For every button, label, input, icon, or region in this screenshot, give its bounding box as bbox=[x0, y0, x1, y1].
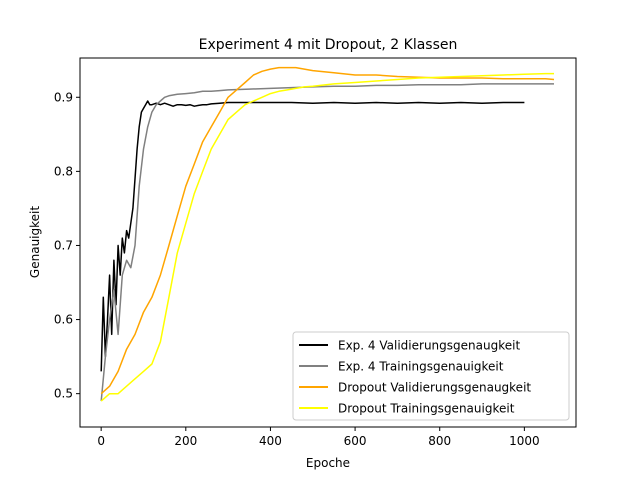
x-tick-label: 200 bbox=[174, 434, 197, 448]
x-tick-label: 600 bbox=[344, 434, 367, 448]
legend-label-2: Dropout Validierungsgenaugkeit bbox=[338, 381, 531, 395]
legend-label-1: Exp. 4 Trainingsgenauigkeit bbox=[338, 360, 504, 374]
chart-title: Experiment 4 mit Dropout, 2 Klassen bbox=[199, 37, 458, 53]
x-axis-ticks: 0 200 400 600 800 1000 bbox=[97, 427, 540, 448]
y-axis-ticks: 0.5 0.6 0.7 0.8 0.9 bbox=[54, 90, 80, 401]
y-tick-label: 0.5 bbox=[54, 387, 73, 401]
legend-box bbox=[292, 331, 570, 421]
series-layer bbox=[100, 66, 555, 402]
y-axis-label: Genauigkeit bbox=[28, 206, 42, 278]
series-line-3 bbox=[100, 72, 554, 402]
x-axis-label: Epoche bbox=[306, 456, 350, 470]
series-line-1 bbox=[100, 83, 554, 402]
x-tick-label: 1000 bbox=[509, 434, 540, 448]
x-tick-label: 400 bbox=[259, 434, 282, 448]
x-tick-label: 0 bbox=[97, 434, 105, 448]
plot-area bbox=[79, 57, 577, 428]
legend-label-0: Exp. 4 Validierungsgenaugkeit bbox=[338, 339, 520, 353]
y-tick-label: 0.7 bbox=[54, 238, 73, 252]
y-tick-label: 0.9 bbox=[54, 90, 73, 104]
legend-label-3: Dropout Trainingsgenauigkeit bbox=[338, 402, 515, 416]
series-line-0 bbox=[100, 100, 525, 372]
y-tick-label: 0.6 bbox=[54, 313, 73, 327]
y-tick-label: 0.8 bbox=[54, 164, 73, 178]
legend: Exp. 4 Validierungsgenaugkeit Exp. 4 Trai… bbox=[292, 331, 570, 421]
axes-frame bbox=[79, 57, 577, 428]
x-tick-label: 800 bbox=[428, 434, 451, 448]
